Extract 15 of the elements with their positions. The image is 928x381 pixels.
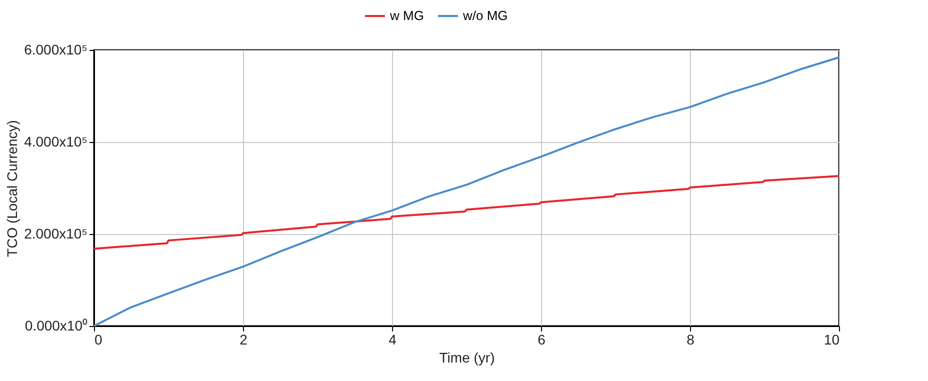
x-tick-label: 4 [388,332,397,348]
y-tick-label: 2.000x10⁵ [24,226,88,242]
line-series [93,175,840,250]
legend-label: w MG [389,8,424,23]
x-tick-label: 6 [538,332,546,348]
x-tick-label: 8 [686,332,695,348]
x-tick-label: 10 [824,332,840,348]
legend-label: w/o MG [462,8,508,23]
y-tick-label: 4.000x10⁵ [24,134,88,150]
x-tick-label: 0 [94,332,102,348]
y-tick-label: 0.000x10⁰ [24,318,88,334]
x-tick-label: 2 [240,332,248,348]
y-tick-label: 6.000x10⁵ [24,42,88,58]
y-axis-title: TCO (Local Currency) [4,120,20,257]
x-axis-title: Time (yr) [439,350,495,366]
